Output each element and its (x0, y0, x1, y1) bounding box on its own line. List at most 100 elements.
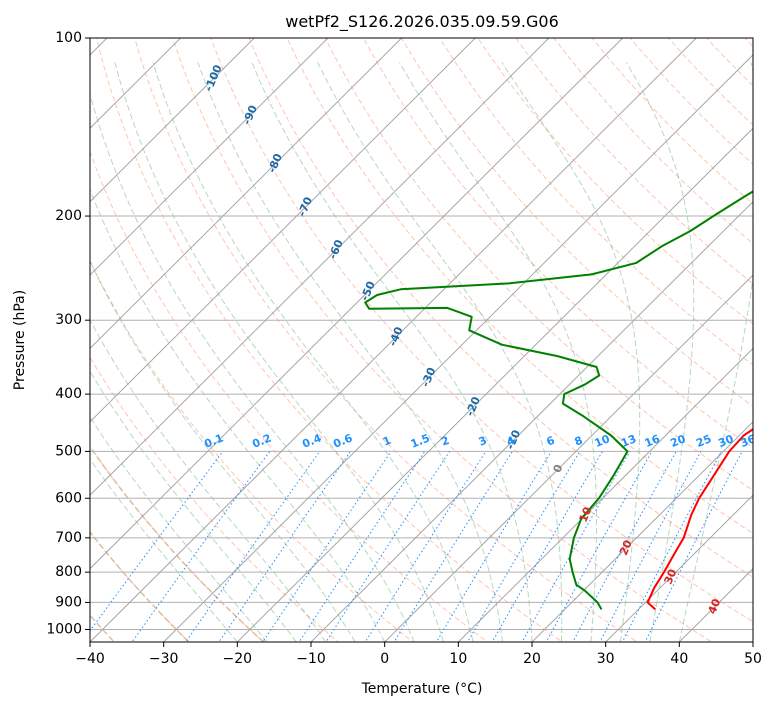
y-tick-label: 300 (55, 312, 82, 328)
x-tick-label: −30 (149, 651, 179, 667)
isotherm-line (457, 347, 753, 642)
mixing-ratio-line (298, 451, 426, 642)
mixing-ratio-line (521, 451, 631, 642)
x-tick-label: 0 (380, 651, 389, 667)
y-tick-label: 800 (55, 564, 82, 580)
mixing-ratio-label: 6 (545, 434, 557, 449)
moist-adiabat (317, 62, 563, 642)
dry-adiabat (210, 38, 753, 623)
x-tick-label: 10 (449, 651, 467, 667)
moist-adiabat (90, 92, 415, 642)
moist-adiabat (625, 62, 695, 642)
mixing-ratio-line (325, 451, 451, 642)
isotherm-line (90, 38, 476, 423)
mixing-ratio-line (435, 451, 552, 642)
dry-adiabat-cold (90, 530, 190, 642)
mixing-ratio-line (491, 451, 603, 642)
dry-adiabat (134, 38, 638, 642)
dry-adiabat (286, 38, 753, 535)
mixing-ratio-label: 25 (694, 432, 713, 450)
dry-adiabat (770, 25, 775, 654)
mixing-ratio-label: 2 (439, 434, 451, 449)
isotherm-line (678, 567, 753, 642)
isotherm-line (90, 38, 402, 350)
isotherm-label: 20 (617, 538, 635, 557)
dry-adiabat (591, 38, 753, 205)
isotherm-label: 10 (577, 505, 595, 524)
x-tick-label: −20 (223, 651, 253, 667)
dry-adiabat (667, 38, 753, 126)
isotherm-line (531, 421, 753, 642)
dry-adiabat (705, 38, 753, 87)
dry-adiabat (553, 38, 753, 245)
mixing-ratio-label: 13 (619, 432, 638, 450)
dry-adiabat (90, 356, 340, 642)
y-tick-label: 100 (55, 30, 82, 46)
x-tick-label: 20 (523, 651, 541, 667)
isotherm-label: -50 (358, 279, 378, 303)
x-axis-label: Temperature (°C) (361, 681, 483, 697)
plot-frame (89, 37, 754, 643)
isotherm-label: 30 (662, 567, 680, 586)
isotherm-line (90, 38, 550, 496)
x-tick-label: 30 (597, 651, 615, 667)
mixing-ratio-label: 0.1 (202, 431, 225, 450)
dry-adiabat (744, 38, 753, 48)
dry-adiabat (90, 445, 265, 642)
isotherm-line (752, 641, 753, 642)
mixing-ratio-line (218, 451, 351, 642)
y-tick-label: 900 (55, 594, 82, 610)
mixing-ratio-line (545, 451, 653, 642)
dry-adiabat (90, 150, 489, 642)
mixing-ratio-line (599, 451, 702, 642)
dry-adiabat (324, 38, 753, 492)
moist-adiabat (90, 370, 297, 642)
y-tick-label: 200 (55, 208, 82, 224)
isotherm-line (90, 38, 329, 276)
isotherm-label: -80 (265, 151, 285, 175)
chart-axes: −40 −30 −20 −10 0 10 20 30 40 5010020030040050060… (46, 30, 762, 667)
moist-adiabat (399, 62, 597, 642)
mixing-ratio-label: 30 (716, 432, 735, 450)
mixing-ratio-label: 36 (738, 432, 757, 450)
dry-adiabat (515, 38, 753, 285)
mixing-ratio-line (621, 451, 722, 642)
dry-adiabat-cold (90, 445, 265, 642)
moist-adiabat (90, 319, 327, 642)
isotherm-label: -60 (326, 237, 346, 261)
mixing-ratio-label: 0.2 (250, 431, 273, 450)
chart-series (364, 190, 753, 611)
mixing-ratio-label: 0.6 (331, 431, 354, 450)
isotherm-label: -100 (202, 63, 225, 94)
dry-adiabat (172, 38, 713, 642)
isotherm-line (384, 274, 753, 642)
isotherm-line (90, 38, 255, 203)
isotherm-label: 40 (705, 597, 723, 616)
x-tick-label: −10 (296, 651, 326, 667)
mixing-ratio-line (466, 451, 581, 642)
isotherm-line (90, 38, 697, 642)
moist-adiabat (90, 458, 238, 642)
chart-inline-labels: -100-90-80-70-60-50-40-30-20-10010203040… (202, 63, 757, 616)
y-tick-label: 600 (55, 490, 82, 506)
mixing-ratio-line (644, 451, 743, 642)
chart-grid (90, 25, 775, 654)
isotherm-line (236, 127, 753, 642)
isotherm-line (310, 200, 753, 642)
mixing-ratio-line (90, 451, 224, 632)
mixing-ratio-label: 3 (477, 434, 489, 449)
x-tick-label: −40 (75, 651, 105, 667)
y-tick-label: 700 (55, 530, 82, 546)
moist-adiabat (251, 62, 533, 642)
isotherm-label: -70 (295, 195, 315, 219)
y-tick-label: 400 (55, 386, 82, 402)
y-axis-label: Pressure (hPa) (12, 290, 28, 390)
moist-adiabat (114, 62, 445, 642)
x-tick-label: 40 (670, 651, 688, 667)
mixing-ratio-label: 1 (381, 434, 393, 449)
mixing-ratio-label: 10 (593, 432, 612, 450)
moist-adiabat (678, 62, 753, 642)
isotherm-line (605, 494, 753, 642)
mixing-ratio-label: 20 (668, 432, 687, 450)
